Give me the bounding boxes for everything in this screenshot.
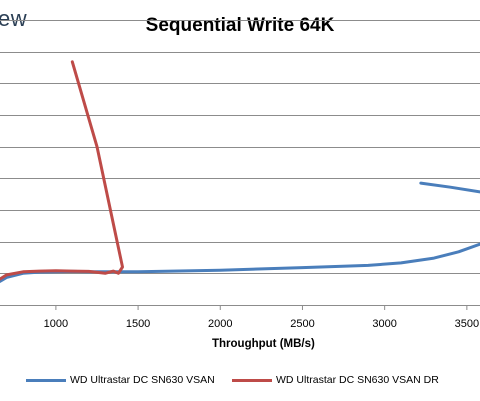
- x-tick-label-2000: 2000: [208, 318, 232, 330]
- x-tick-label-3000: 3000: [372, 318, 396, 330]
- x-axis-label: Throughput (MB/s): [212, 338, 315, 350]
- logo-fragment: ew: [0, 6, 28, 31]
- legend-swatch-vsan-dr: [232, 378, 272, 382]
- x-tick-label-1500: 1500: [126, 318, 150, 330]
- legend-item-vsan-dr: WD Ultrastar DC SN630 VSAN DR: [232, 374, 439, 386]
- x-tick-label-1000: 1000: [44, 318, 68, 330]
- legend-label-vsan: WD Ultrastar DC SN630 VSAN: [70, 374, 215, 386]
- x-axis-ticks: 1000 1500 2000 2500 3000 3500: [44, 305, 479, 330]
- series-line-1: [0, 242, 480, 283]
- legend-label-vsan-dr: WD Ultrastar DC SN630 VSAN DR: [276, 374, 439, 386]
- x-tick-label-2500: 2500: [290, 318, 314, 330]
- grid-lines: [0, 20, 480, 274]
- legend-item-vsan: WD Ultrastar DC SN630 VSAN: [26, 374, 215, 386]
- series-line-3: [419, 181, 480, 194]
- x-tick-label-3500: 3500: [455, 318, 479, 330]
- series-lines: [0, 60, 480, 283]
- legend-swatch-vsan: [26, 378, 66, 382]
- series-line-2: [0, 60, 124, 281]
